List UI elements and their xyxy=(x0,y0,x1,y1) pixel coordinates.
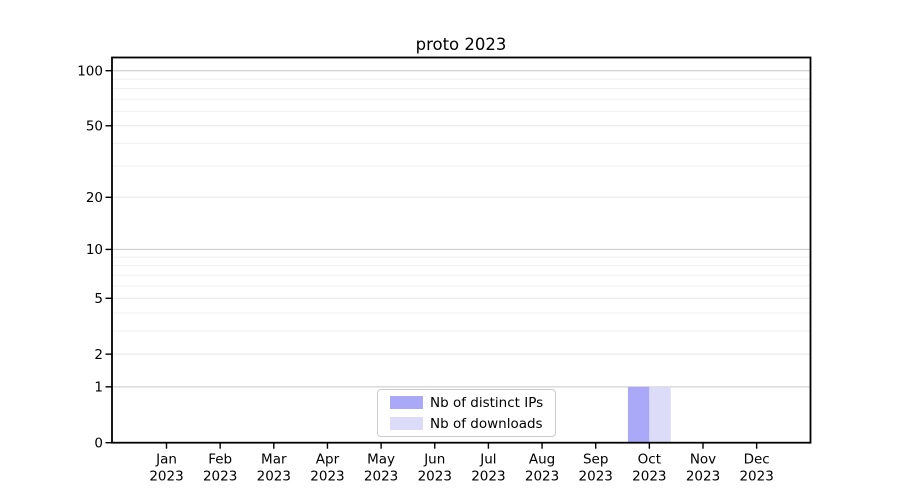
chart-title: proto 2023 xyxy=(415,35,507,54)
x-tick-label-year: 2023 xyxy=(418,469,452,485)
legend-swatch-downloads xyxy=(390,417,423,430)
x-tick-label-year: 2023 xyxy=(310,469,344,485)
x-tick-label-month: Apr xyxy=(316,452,340,468)
x-tick-label-year: 2023 xyxy=(632,469,666,485)
x-tick-label-year: 2023 xyxy=(364,469,398,485)
y-tick-label: 20 xyxy=(86,190,103,206)
legend-label-distinct-ips: Nb of distinct IPs xyxy=(430,394,544,411)
legend-label-downloads: Nb of downloads xyxy=(430,415,543,432)
x-tick-label-year: 2023 xyxy=(739,469,773,485)
x-tick-label-month: Feb xyxy=(208,452,232,468)
legend-item-downloads: Nb of downloads xyxy=(390,416,555,432)
legend-swatch-distinct-ips xyxy=(390,396,423,409)
x-tick-label-year: 2023 xyxy=(686,469,720,485)
x-tick-label-month: Nov xyxy=(690,452,716,468)
x-tick-label-month: Oct xyxy=(638,452,661,468)
x-tick-label-year: 2023 xyxy=(525,469,559,485)
x-tick-label-month: Jun xyxy=(423,452,445,468)
bar-distinct-ips xyxy=(627,386,650,443)
y-tick-label: 5 xyxy=(94,291,103,307)
legend-item-distinct-ips: Nb of distinct IPs xyxy=(390,395,555,411)
y-tick-label: 1 xyxy=(94,380,103,396)
x-tick-label-month: Jul xyxy=(479,452,496,468)
x-tick-label-year: 2023 xyxy=(257,469,291,485)
x-tick-label-year: 2023 xyxy=(471,469,505,485)
x-tick-label-month: Mar xyxy=(261,452,287,468)
x-tick-label-month: Aug xyxy=(529,452,555,468)
x-tick-label-month: Dec xyxy=(744,452,770,468)
y-tick-label: 50 xyxy=(86,118,103,134)
y-tick-label: 100 xyxy=(77,63,103,79)
y-tick-label: 2 xyxy=(94,347,103,363)
y-tick-label: 0 xyxy=(94,435,103,451)
plot-border xyxy=(111,56,812,444)
y-tick-label: 10 xyxy=(86,242,103,258)
x-tick-label-year: 2023 xyxy=(579,469,613,485)
x-tick-label-month: Jan xyxy=(155,452,177,468)
x-tick-label-month: May xyxy=(367,452,395,468)
x-tick-label-year: 2023 xyxy=(203,469,237,485)
x-tick-label-year: 2023 xyxy=(149,469,183,485)
legend: Nb of distinct IPs Nb of downloads xyxy=(377,389,556,437)
x-tick-label-month: Sep xyxy=(583,452,608,468)
bar-downloads xyxy=(649,386,671,443)
